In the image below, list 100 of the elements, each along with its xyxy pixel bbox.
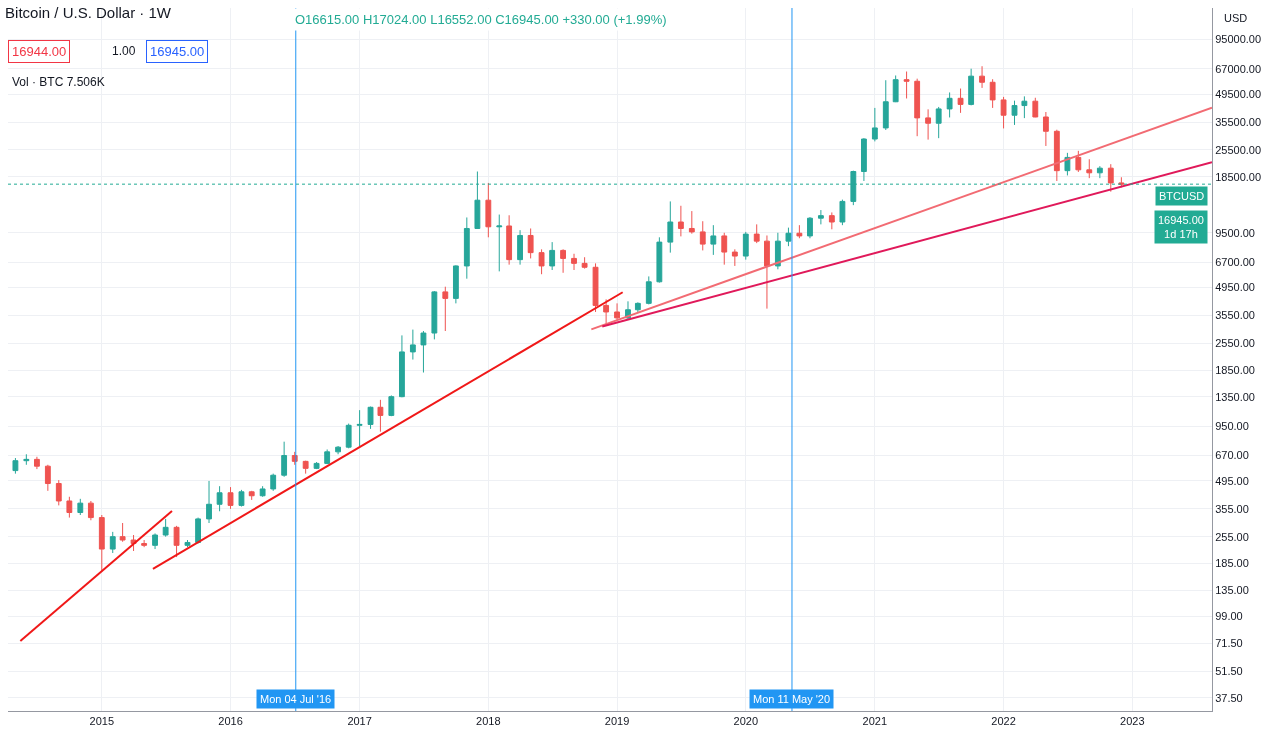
x-tick-label: 2017 (347, 715, 372, 728)
candlestick (699, 220, 706, 251)
y-tick-label: 3550.00 (1215, 309, 1255, 322)
candlestick (44, 464, 51, 492)
candlestick (420, 330, 427, 374)
annotation: O16615.00 H17024.00 L16552.00 C16945.00 +330.00 (+1.99%) (295, 12, 667, 27)
y-tick-label: 99.00 (1215, 609, 1243, 622)
candlestick (452, 264, 459, 304)
candlestick (485, 182, 492, 238)
x-tick-label: 2018 (476, 715, 501, 728)
y-tick-label: 9500.00 (1215, 226, 1255, 239)
candlestick (367, 406, 374, 430)
ref-line-label: Mon 11 May '20 (753, 693, 831, 705)
candlestick (1075, 150, 1082, 173)
candlestick (742, 231, 749, 261)
candlestick (903, 71, 910, 99)
candlestick (345, 423, 352, 449)
candlestick (677, 205, 684, 237)
candlestick (313, 461, 320, 470)
candlestick (517, 229, 523, 266)
candlestick (1000, 96, 1007, 129)
candlestick (614, 302, 620, 321)
candlestick (774, 232, 781, 270)
y-tick-label: 135.00 (1215, 583, 1249, 596)
candlestick (710, 224, 717, 256)
candlestick (259, 485, 266, 498)
candlestick (23, 453, 30, 466)
candlestick (98, 514, 105, 572)
ref-line-label: BTCUSD (1159, 190, 1205, 202)
y-tick-label: 67000.00 (1215, 62, 1262, 75)
candlestick (119, 522, 126, 543)
candlestick (817, 209, 824, 225)
annotation: 1.00 (112, 44, 136, 58)
candlestick (1053, 129, 1060, 182)
candlestick (34, 456, 40, 470)
candlestick (527, 227, 534, 259)
candlestick (66, 496, 73, 519)
candlestick (335, 445, 342, 455)
candlestick (496, 214, 503, 272)
candlestick (152, 532, 158, 550)
candlestick (270, 473, 277, 492)
candlestick (356, 409, 363, 447)
candlestick (807, 216, 813, 239)
candlestick (195, 517, 202, 545)
annotation: 16945.00 (150, 44, 205, 59)
candlestick (87, 500, 94, 521)
candlestick (377, 399, 384, 433)
y-tick-label: 185.00 (1215, 557, 1249, 570)
x-tick-label: 2021 (862, 715, 888, 728)
x-tick-label: 2016 (218, 715, 243, 728)
candlestick (785, 227, 792, 247)
candlestick (839, 199, 846, 226)
candlestick (12, 457, 19, 475)
candlestick (1032, 97, 1039, 118)
candlestick (184, 539, 191, 548)
candlestick (796, 224, 803, 239)
candlestick (656, 236, 663, 284)
candlestick (592, 262, 599, 313)
text: USD (1224, 12, 1248, 24)
candlestick (238, 489, 245, 508)
candlestick (77, 498, 84, 516)
candlestick (409, 329, 416, 361)
candlestick (989, 78, 996, 109)
y-tick-label: 51.50 (1215, 664, 1243, 677)
y-tick-label: 355.00 (1215, 502, 1249, 515)
candlestick (957, 88, 964, 114)
candlestick (141, 539, 148, 548)
candlestick (721, 232, 728, 266)
candlestick (753, 223, 760, 244)
candlestick (688, 210, 695, 235)
candlestick (914, 78, 921, 137)
candlestick (388, 394, 395, 417)
y-tick-label: 670.00 (1215, 449, 1249, 462)
y-tick-label: 4950.00 (1215, 281, 1255, 294)
candlestick (227, 486, 234, 510)
chart-title: Bitcoin / U.S. Dollar · 1W (5, 3, 172, 21)
y-tick-label: 71.50 (1215, 637, 1243, 650)
annotation: 16944.00 (12, 44, 67, 59)
candlestick (302, 460, 309, 475)
candlestick (538, 248, 545, 275)
candlestick (603, 298, 610, 326)
x-tick-label: 2019 (604, 715, 630, 728)
candlestick (216, 485, 223, 512)
y-tick-label: 95000.00 (1215, 33, 1262, 46)
y-tick-label: 49500.00 (1215, 87, 1262, 100)
candlestick (925, 108, 932, 141)
candlestick (162, 518, 169, 538)
candlestick (1096, 165, 1103, 179)
candlestick (431, 290, 438, 340)
candlestick (1086, 158, 1093, 179)
y-tick-label: 495.00 (1215, 474, 1249, 487)
y-tick-label: 25500.00 (1215, 143, 1262, 156)
candlestick (979, 65, 985, 89)
y-tick-label: 35500.00 (1215, 115, 1262, 128)
candlestick (549, 241, 556, 271)
candlestick (324, 448, 331, 465)
candlestick (281, 441, 288, 478)
annotation: Vol · BTC 7.506K (12, 75, 105, 89)
y-tick-label: 255.00 (1215, 530, 1249, 543)
candlestick (882, 79, 889, 131)
